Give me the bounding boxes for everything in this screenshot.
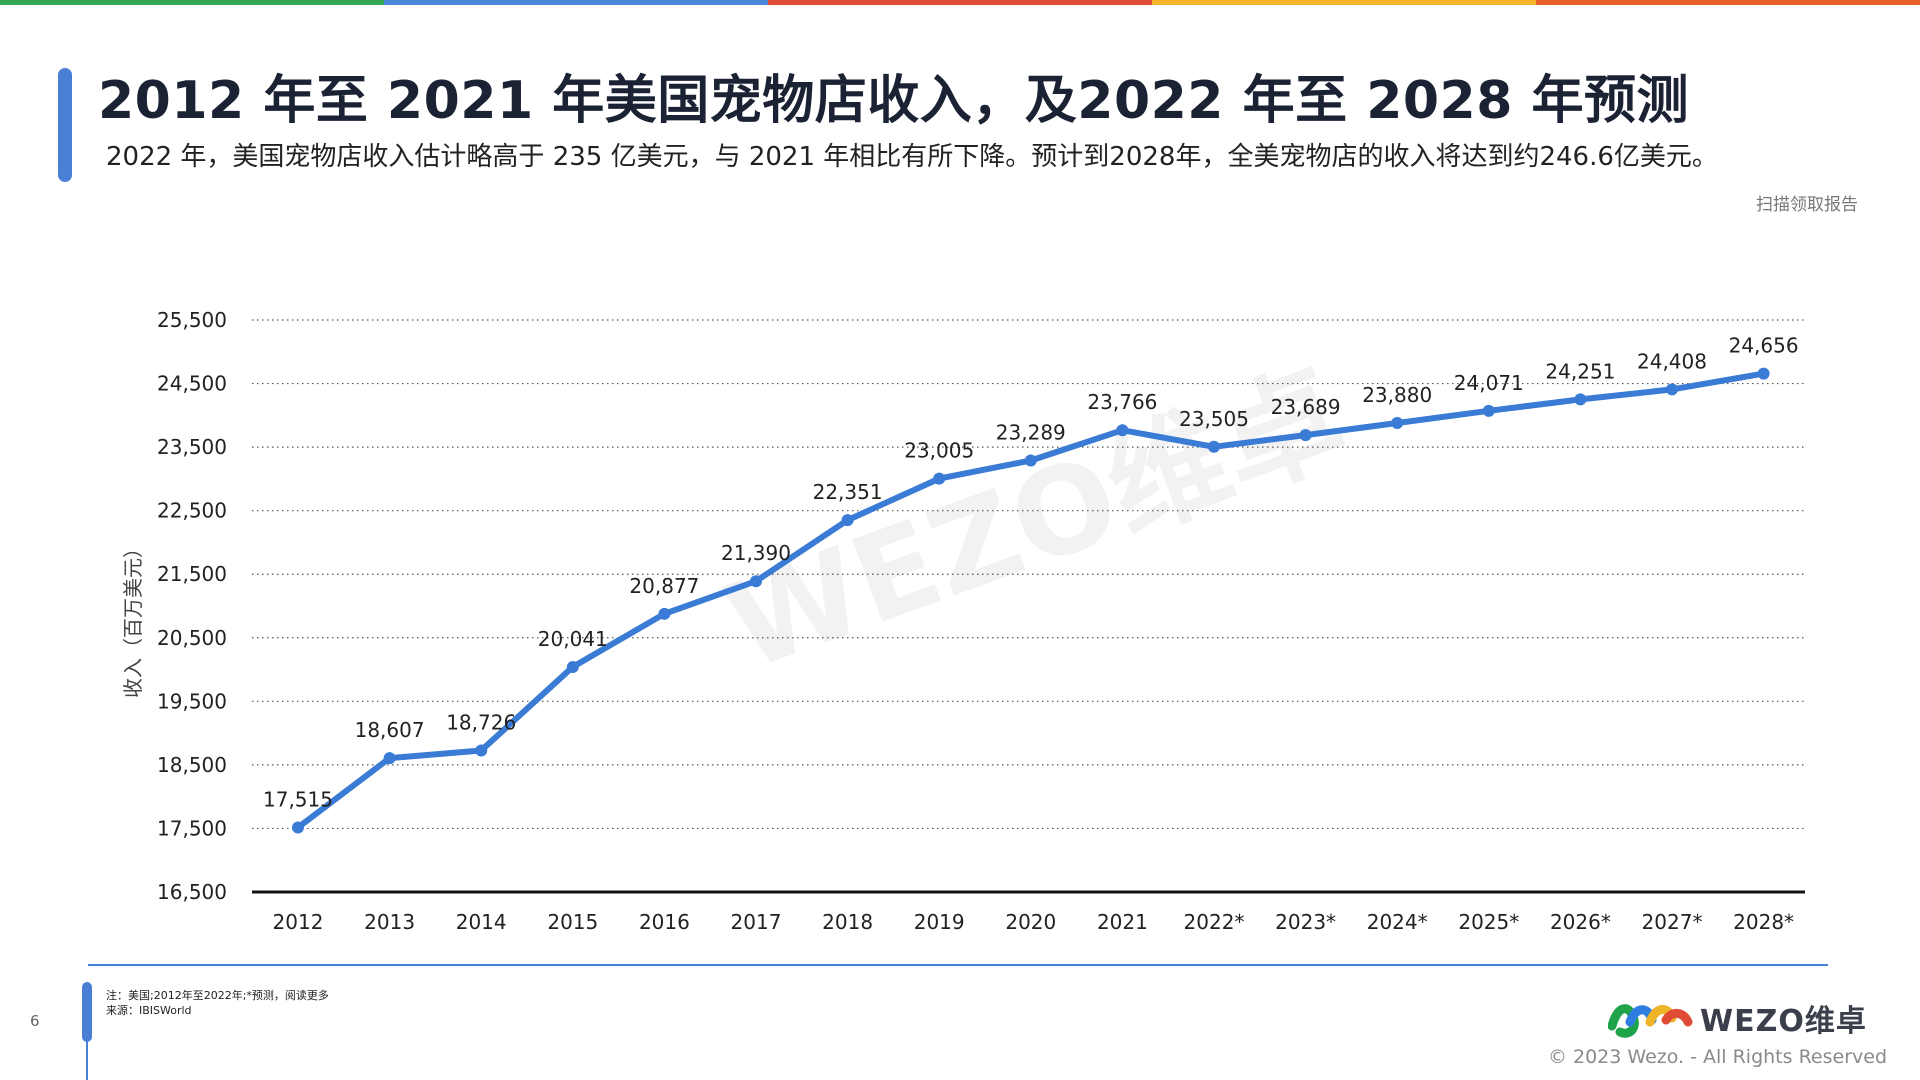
brand-logo-text: WEZO维卓 bbox=[1700, 1004, 1867, 1039]
data-points bbox=[292, 367, 1770, 834]
data-label: 21,390 bbox=[721, 541, 791, 565]
data-point bbox=[933, 472, 946, 485]
page-subtitle: 2022 年，美国宠物店收入估计略高于 235 亿美元，与 2021 年相比有所… bbox=[106, 142, 1718, 172]
data-label: 24,071 bbox=[1454, 371, 1524, 395]
x-tick-label: 2021 bbox=[1097, 910, 1148, 934]
y-tick-label: 18,500 bbox=[157, 753, 227, 777]
y-tick-label: 25,500 bbox=[157, 308, 227, 332]
data-point bbox=[1116, 424, 1129, 437]
x-tick-label: 2020 bbox=[1005, 910, 1056, 934]
x-tick-label: 2012 bbox=[273, 910, 324, 934]
data-point bbox=[1574, 393, 1587, 406]
copyright-text: © 2023 Wezo. - All Rights Reserved bbox=[1547, 1046, 1887, 1068]
footer-vertical-line bbox=[86, 1040, 88, 1080]
data-point bbox=[1299, 429, 1312, 442]
footer-source: 来源：IBISWorld bbox=[106, 1004, 192, 1017]
page-title: 2012 年至 2021 年美国宠物店收入，及2022 年至 2028 年预测 bbox=[98, 71, 1690, 131]
brand-logo: WEZO维卓 bbox=[1608, 996, 1867, 1040]
data-point bbox=[1391, 416, 1404, 429]
footer-notes: 注：美国;2012年至2022年;*预测，阅读更多 来源：IBISWorld bbox=[106, 988, 329, 1018]
y-axis-label: 收入（百万美元） bbox=[121, 538, 145, 698]
x-tick-label: 2017 bbox=[731, 910, 782, 934]
x-tick-label: 2027* bbox=[1642, 910, 1703, 934]
y-tick-label: 20,500 bbox=[157, 626, 227, 650]
x-tick-label: 2013 bbox=[364, 910, 415, 934]
top-bar-segment-blue bbox=[384, 0, 768, 5]
x-axis-ticks: 2012 2013 2014 2015 2016 2017 2018 2019 2020 2021… bbox=[273, 910, 1795, 934]
y-tick-label: 23,500 bbox=[157, 435, 227, 459]
data-point bbox=[1482, 404, 1495, 417]
top-color-bar bbox=[0, 0, 1920, 5]
chart-gridlines bbox=[252, 319, 1805, 830]
data-label: 20,877 bbox=[629, 574, 699, 598]
data-label: 20,041 bbox=[538, 627, 608, 651]
data-label: 24,251 bbox=[1545, 359, 1615, 383]
x-tick-label: 2025* bbox=[1458, 910, 1519, 934]
data-point bbox=[750, 575, 762, 588]
brand-logo-icon bbox=[1608, 1004, 1693, 1038]
data-point bbox=[292, 821, 304, 834]
title-accent-bar bbox=[58, 68, 72, 182]
x-tick-label: 2023* bbox=[1275, 910, 1336, 934]
data-label: 23,005 bbox=[904, 439, 974, 463]
data-point bbox=[475, 744, 488, 757]
data-label: 18,607 bbox=[355, 718, 425, 742]
data-label: 23,766 bbox=[1087, 390, 1157, 414]
data-point bbox=[1757, 367, 1770, 380]
footer-divider bbox=[88, 964, 1828, 966]
data-label: 24,408 bbox=[1637, 349, 1707, 373]
x-tick-label: 2015 bbox=[547, 910, 598, 934]
data-label: 23,689 bbox=[1271, 395, 1341, 419]
top-bar-segment-orange bbox=[1536, 0, 1920, 5]
data-label: 24,656 bbox=[1729, 334, 1799, 358]
data-label: 17,515 bbox=[263, 787, 333, 811]
data-point bbox=[566, 660, 579, 673]
data-point bbox=[841, 514, 854, 527]
y-axis-ticks: 16,500 17,500 18,500 19,500 20,500 21,500 22,5… bbox=[157, 308, 227, 904]
y-tick-label: 19,500 bbox=[157, 689, 227, 713]
data-label: 18,726 bbox=[446, 711, 516, 735]
y-tick-label: 17,500 bbox=[157, 816, 227, 840]
y-tick-label: 16,500 bbox=[157, 880, 227, 904]
page-number: 6 bbox=[30, 1012, 40, 1030]
x-tick-label: 2022* bbox=[1184, 910, 1245, 934]
data-point bbox=[658, 607, 671, 620]
footer-accent-bar bbox=[82, 982, 92, 1042]
x-tick-label: 2014 bbox=[456, 910, 507, 934]
x-tick-label: 2019 bbox=[914, 910, 965, 934]
x-tick-label: 2016 bbox=[639, 910, 690, 934]
x-tick-label: 2026* bbox=[1550, 910, 1611, 934]
x-tick-label: 2018 bbox=[822, 910, 873, 934]
data-label: 22,351 bbox=[813, 480, 883, 504]
y-tick-label: 21,500 bbox=[157, 562, 227, 586]
y-tick-label: 22,500 bbox=[157, 499, 227, 523]
scan-report-link[interactable]: 扫描领取报告 bbox=[1756, 195, 1858, 215]
data-label: 23,880 bbox=[1362, 383, 1432, 407]
data-labels: 17,515 18,607 18,726 20,041 20,877 21,390 22,3… bbox=[263, 334, 1799, 812]
data-label: 23,505 bbox=[1179, 407, 1249, 431]
top-bar-segment-yellow bbox=[1152, 0, 1536, 5]
data-point bbox=[1024, 454, 1037, 467]
x-tick-label: 2028* bbox=[1733, 910, 1794, 934]
top-bar-segment-green bbox=[0, 0, 384, 5]
x-tick-label: 2024* bbox=[1367, 910, 1428, 934]
data-point bbox=[1666, 383, 1678, 396]
footer-note[interactable]: 注：美国;2012年至2022年;*预测，阅读更多 bbox=[106, 989, 329, 1002]
data-point bbox=[383, 752, 396, 765]
data-label: 23,289 bbox=[996, 421, 1066, 445]
top-bar-segment-red bbox=[768, 0, 1152, 5]
data-point bbox=[1208, 440, 1220, 453]
y-tick-label: 24,500 bbox=[157, 372, 227, 396]
